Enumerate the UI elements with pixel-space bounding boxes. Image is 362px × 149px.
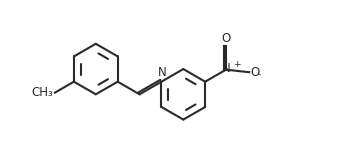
Text: -: - xyxy=(258,70,261,79)
Text: N: N xyxy=(158,66,167,79)
Text: N: N xyxy=(222,62,230,75)
Text: O: O xyxy=(221,32,231,45)
Text: O: O xyxy=(250,66,260,79)
Text: CH₃: CH₃ xyxy=(31,86,53,99)
Text: +: + xyxy=(233,60,241,69)
